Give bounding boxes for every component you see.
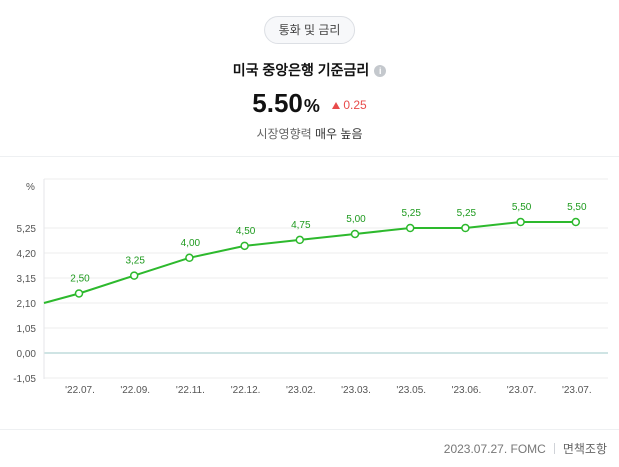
data-point — [129, 271, 139, 280]
impact-value: 매우 높음 — [315, 127, 363, 141]
info-icon[interactable]: i — [374, 65, 387, 77]
rate-chart: -1,05 0,00 1,05 2,10 3,15 4,20 5,25% '22.07. '22… — [0, 156, 619, 430]
disclaimer-link[interactable]: 면책조항 — [562, 442, 607, 456]
indicator-header: 통화 및 금리 미국 중앙은행 기준금리 i 5.50% 0.25 시장영향력 매… — [0, 0, 619, 155]
data-point — [350, 229, 360, 239]
data-label: 5,00 — [346, 214, 366, 225]
y-tick-label: 2,10 — [17, 299, 37, 310]
y-tick-label: 5,25 — [17, 224, 37, 235]
footer: 2023.07.27. FOMC 면책조항 — [444, 440, 607, 457]
x-tick-label: '22.07. — [65, 385, 95, 396]
indicator-value-row: 5.50% 0.25 — [0, 88, 619, 119]
impact-row: 시장영향력 매우 높음 — [0, 125, 619, 142]
y-tick-label: 0,00 — [17, 349, 37, 360]
indicator-value: 5.50 — [252, 88, 303, 118]
data-point — [461, 223, 470, 233]
data-label: 5,50 — [512, 202, 532, 213]
x-tick-label: '23.07. — [562, 385, 592, 396]
data-point — [295, 235, 305, 245]
source-label: 2023.07.27. FOMC — [443, 442, 546, 456]
category-pill[interactable]: 통화 및 금리 — [263, 16, 356, 44]
y-unit-label: % — [26, 182, 35, 193]
x-tick-label: '23.07. — [507, 385, 537, 396]
y-tick-label: 1,05 — [17, 324, 37, 335]
x-tick-label: '23.03. — [341, 385, 371, 396]
x-tick-label: '23.05. — [396, 385, 426, 396]
indicator-title-row: 미국 중앙은행 기준금리 i — [0, 60, 619, 80]
x-tick-label: '22.12. — [231, 385, 261, 396]
x-tick-label: '22.09. — [120, 385, 150, 396]
change-value: 0.25 — [343, 98, 367, 112]
data-point — [571, 217, 581, 227]
indicator-title: 미국 중앙은행 기준금리 — [232, 62, 370, 78]
change-badge: 0.25 — [332, 98, 367, 112]
impact-label: 시장영향력 — [256, 127, 312, 141]
data-label: 5,50 — [567, 202, 587, 213]
data-label: 4,75 — [291, 220, 311, 231]
y-tick-label: 3,15 — [17, 274, 37, 285]
x-tick-label: '22.11. — [176, 385, 205, 396]
line-chart-svg: -1,05 0,00 1,05 2,10 3,15 4,20 5,25% '22.07. '22… — [13, 178, 608, 396]
y-tick-label: 4,20 — [17, 249, 37, 260]
data-point — [240, 241, 249, 251]
data-label: 4,00 — [181, 238, 201, 249]
indicator-unit: % — [303, 96, 320, 116]
data-label: 3,25 — [125, 256, 145, 267]
data-point — [405, 223, 415, 233]
data-point — [185, 253, 194, 263]
footer-divider — [553, 443, 555, 454]
x-tick-label: '23.02. — [286, 385, 316, 396]
data-point — [516, 217, 525, 227]
data-label: 2,50 — [70, 273, 90, 284]
y-tick-label: -1,05 — [13, 374, 36, 385]
data-label: 5,25 — [401, 208, 421, 219]
data-label: 5,25 — [457, 208, 477, 219]
x-tick-label: '23.06. — [452, 385, 482, 396]
up-triangle-icon — [332, 102, 341, 109]
series-line — [43, 221, 576, 304]
data-label: 4,50 — [236, 226, 256, 237]
data-point — [74, 289, 84, 298]
